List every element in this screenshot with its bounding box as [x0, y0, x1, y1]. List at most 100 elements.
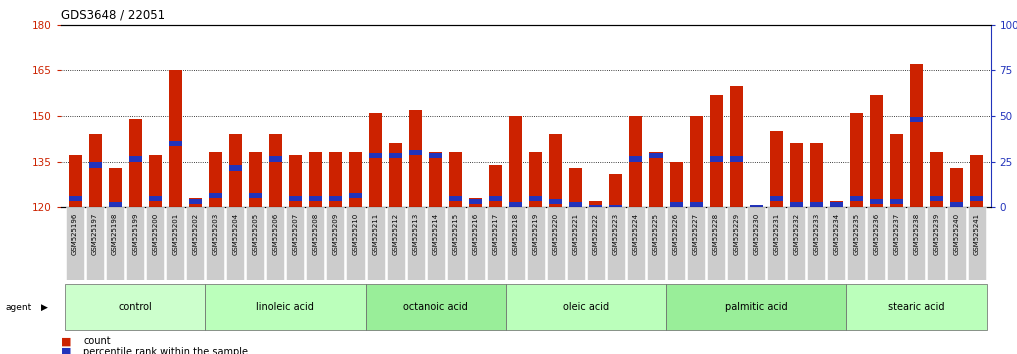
Text: GSM525214: GSM525214	[432, 213, 438, 255]
Bar	[930, 195, 943, 201]
Bar	[590, 205, 602, 210]
Bar	[787, 207, 805, 280]
Text: GSM525213: GSM525213	[413, 213, 419, 255]
Bar	[847, 207, 865, 280]
Bar	[727, 207, 745, 280]
Bar	[729, 86, 742, 207]
Text: GSM525222: GSM525222	[593, 213, 599, 255]
Bar	[148, 155, 162, 207]
Bar	[65, 284, 205, 330]
Bar	[510, 116, 523, 207]
Bar	[547, 207, 564, 280]
Bar	[109, 202, 122, 207]
Bar	[850, 195, 862, 201]
Bar	[86, 207, 104, 280]
Text: ■: ■	[61, 336, 71, 346]
Bar	[68, 155, 81, 207]
Text: GSM525202: GSM525202	[192, 213, 198, 255]
Text: GSM525197: GSM525197	[93, 213, 98, 255]
Text: GSM525234: GSM525234	[833, 213, 839, 255]
Bar	[146, 207, 164, 280]
Bar	[570, 202, 583, 207]
Bar	[609, 174, 622, 207]
Text: octanoic acid: octanoic acid	[404, 302, 468, 312]
Bar	[549, 199, 562, 204]
Text: GSM525237: GSM525237	[893, 213, 899, 255]
Bar	[690, 202, 703, 207]
Bar	[767, 207, 785, 280]
Text: GSM525224: GSM525224	[633, 213, 639, 255]
Bar	[506, 207, 525, 280]
Text: GSM525228: GSM525228	[713, 213, 719, 255]
Text: GSM525203: GSM525203	[213, 213, 219, 255]
Bar	[690, 116, 703, 207]
Bar	[890, 199, 903, 204]
Bar	[128, 156, 141, 161]
Bar	[169, 141, 182, 146]
Bar	[928, 207, 946, 280]
Bar	[529, 195, 542, 201]
Bar	[386, 207, 405, 280]
Text: GSM525229: GSM525229	[733, 213, 739, 255]
Bar	[289, 195, 302, 201]
Bar	[667, 207, 685, 280]
Bar	[186, 207, 204, 280]
Bar	[148, 195, 162, 201]
Text: GSM525200: GSM525200	[153, 213, 159, 255]
Text: GSM525238: GSM525238	[913, 213, 919, 255]
Text: GSM525215: GSM525215	[453, 213, 459, 255]
Text: GSM525223: GSM525223	[613, 213, 619, 255]
Bar	[467, 207, 485, 280]
Bar	[347, 207, 364, 280]
Bar	[365, 284, 505, 330]
Text: agent: agent	[5, 303, 32, 312]
Bar	[650, 152, 662, 207]
Bar	[208, 193, 222, 198]
Text: linoleic acid: linoleic acid	[256, 302, 314, 312]
Text: GSM525230: GSM525230	[754, 213, 759, 255]
Bar	[206, 207, 225, 280]
Bar	[510, 202, 523, 207]
Bar	[189, 199, 201, 204]
Bar	[88, 134, 102, 207]
Bar	[810, 202, 823, 207]
Text: GSM525208: GSM525208	[312, 213, 318, 255]
Bar	[229, 134, 242, 207]
Text: GSM525239: GSM525239	[934, 213, 940, 255]
Bar	[930, 152, 943, 207]
Bar	[830, 202, 843, 207]
Bar	[309, 152, 322, 207]
Bar	[366, 207, 384, 280]
Text: GSM525219: GSM525219	[533, 213, 539, 255]
Text: percentile rank within the sample: percentile rank within the sample	[83, 347, 248, 354]
Bar	[328, 195, 342, 201]
Bar	[106, 207, 124, 280]
Bar	[910, 116, 923, 122]
Bar	[469, 198, 482, 207]
Bar	[707, 207, 725, 280]
Bar	[590, 201, 602, 207]
Bar	[729, 156, 742, 161]
Bar	[666, 284, 846, 330]
Bar	[970, 155, 983, 207]
Bar	[326, 207, 345, 280]
Bar	[126, 207, 144, 280]
Bar	[566, 207, 585, 280]
Bar	[409, 110, 422, 207]
Bar	[750, 207, 763, 210]
Bar	[970, 195, 983, 201]
Bar	[830, 201, 843, 207]
Bar	[570, 167, 583, 207]
Bar	[790, 143, 802, 207]
Bar	[309, 195, 322, 201]
Bar	[630, 156, 643, 161]
Bar	[268, 134, 282, 207]
Text: GSM525240: GSM525240	[954, 213, 959, 255]
Bar	[469, 199, 482, 204]
Text: GSM525221: GSM525221	[573, 213, 579, 255]
Text: GSM525220: GSM525220	[553, 213, 558, 255]
Bar	[687, 207, 705, 280]
Text: GSM525225: GSM525225	[653, 213, 659, 255]
Bar	[369, 113, 382, 207]
Bar	[489, 195, 502, 201]
